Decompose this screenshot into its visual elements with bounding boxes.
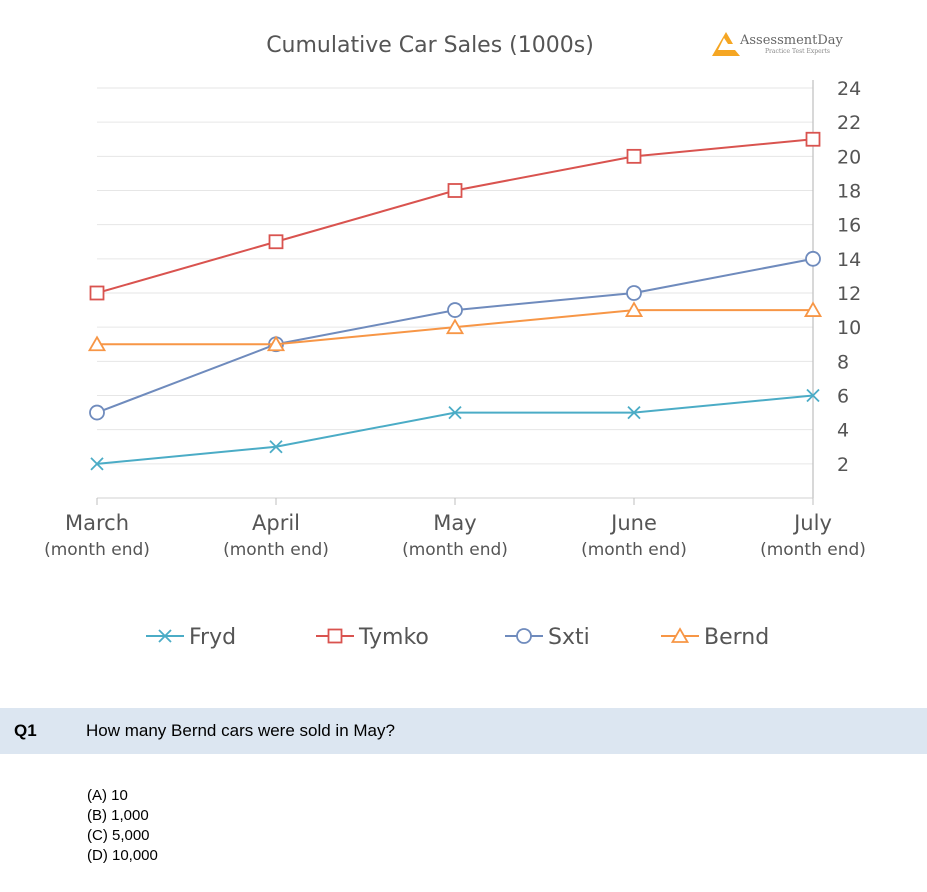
data-point [268, 234, 284, 250]
y-tick-label: 10 [837, 317, 861, 339]
y-tick-label: 20 [837, 146, 861, 168]
y-tick-label: 8 [837, 351, 849, 373]
x-tick-sublabel: (month end) [760, 540, 866, 560]
legend-label: Tymko [358, 625, 429, 650]
data-point [90, 457, 104, 471]
data-point [627, 405, 641, 420]
y-tick-label: 2 [837, 454, 849, 476]
answer-options: (A) 10 (B) 1,000 (C) 5,000 (D) 10,000 [87, 786, 158, 866]
series-bernd [87, 301, 823, 352]
axes [96, 80, 814, 505]
question-number: Q1 [14, 721, 37, 740]
x-tick-label: June [609, 511, 657, 535]
x-tick-label: April [252, 511, 300, 535]
logo-triangle-icon [712, 32, 740, 56]
series-sxti [89, 250, 821, 421]
y-tick-label: 18 [837, 181, 861, 203]
y-tick-label: 16 [837, 215, 861, 237]
x-tick-sublabel: (month end) [223, 540, 329, 560]
series-lines [87, 131, 823, 471]
x-tick-sublabel: (month end) [44, 540, 150, 560]
series-line [96, 138, 814, 294]
legend-label: Fryd [189, 625, 236, 650]
logo-tagline: Practice Test Experts [765, 48, 830, 55]
option-c[interactable]: (C) 5,000 [87, 827, 150, 844]
logo-name: AssessmentDay [739, 33, 844, 48]
series-fryd [90, 388, 820, 471]
data-point [803, 301, 823, 317]
data-point [447, 183, 463, 198]
data-point [445, 318, 465, 335]
legend-item-fryd: Fryd [146, 625, 236, 650]
option-b[interactable]: (B) 1,000 [87, 807, 149, 824]
question-text: How many Bernd cars were sold in May? [86, 721, 395, 740]
chart-title: Cumulative Car Sales (1000s) [266, 33, 594, 58]
legend: Fryd Tymko Sxti Bernd [146, 625, 769, 650]
legend-marker-icon [158, 629, 172, 643]
legend-item-tymko: Tymko [316, 625, 429, 650]
option-a[interactable]: (A) 10 [87, 787, 128, 804]
y-tick-label: 24 [837, 78, 861, 100]
assessmentday-logo: AssessmentDay Practice Test Experts [712, 32, 844, 56]
x-tick-label: May [433, 511, 476, 535]
data-point [805, 250, 821, 267]
x-tick-label: July [792, 511, 832, 535]
data-point [87, 335, 107, 352]
series-line [96, 257, 814, 414]
line-chart: Cumulative Car Sales (1000s) AssessmentD… [44, 32, 866, 650]
legend-marker-icon [327, 628, 343, 644]
y-tick-label: 14 [837, 249, 861, 271]
data-point [624, 301, 644, 317]
x-tick-sublabel: (month end) [402, 540, 508, 560]
y-tick-label: 22 [837, 112, 861, 134]
x-tick-labels: March (month end) April (month end) May (mont… [44, 511, 866, 560]
data-point [806, 388, 820, 403]
data-point [269, 440, 283, 454]
gridlines [97, 87, 813, 465]
data-point [89, 404, 105, 421]
y-tick-label: 12 [837, 283, 861, 305]
data-point [805, 131, 821, 147]
legend-item-bernd: Bernd [661, 625, 769, 650]
option-d[interactable]: (D) 10,000 [87, 847, 158, 864]
data-point [626, 148, 642, 164]
data-point [447, 302, 463, 318]
legend-marker-icon [516, 628, 532, 644]
legend-marker-icon [670, 627, 690, 643]
data-point [89, 285, 105, 301]
data-point [448, 405, 462, 420]
y-tick-label: 4 [837, 420, 849, 442]
x-tick-sublabel: (month end) [581, 540, 687, 560]
legend-label: Bernd [704, 625, 769, 650]
x-tick-label: March [65, 511, 129, 535]
question-bar: Q1 How many Bernd cars were sold in May? [0, 708, 927, 754]
data-point [266, 335, 286, 352]
legend-item-sxti: Sxti [505, 625, 590, 650]
y-tick-label: 6 [837, 386, 849, 408]
data-point [626, 285, 642, 301]
series-tymko [89, 131, 821, 301]
legend-label: Sxti [548, 625, 590, 650]
